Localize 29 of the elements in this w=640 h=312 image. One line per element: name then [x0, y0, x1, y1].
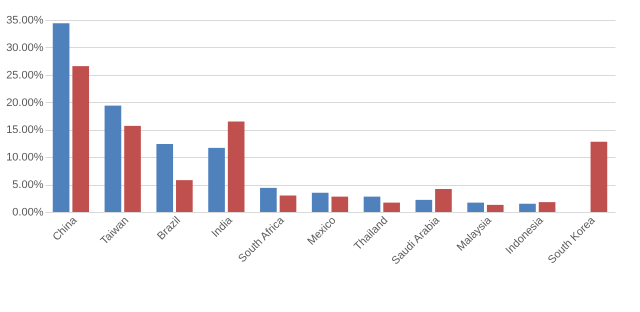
bar — [538, 202, 556, 212]
bar — [416, 200, 432, 212]
y-tick-label: 0.00% — [12, 206, 44, 218]
bar — [176, 180, 193, 212]
bar — [467, 202, 484, 212]
bar — [104, 106, 122, 212]
bar — [383, 202, 400, 212]
bar — [72, 66, 90, 212]
bar — [280, 196, 296, 212]
bar — [228, 121, 244, 212]
bar — [312, 192, 329, 212]
bar — [124, 126, 141, 212]
bar — [486, 204, 504, 212]
y-tick-label: 30.00% — [6, 42, 44, 54]
bar — [435, 188, 452, 212]
y-tick-label: 35.00% — [6, 14, 44, 26]
bar — [208, 148, 225, 212]
bar — [590, 142, 608, 212]
bar — [52, 23, 70, 212]
y-tick-label: 10.00% — [6, 152, 44, 164]
y-tick-label: 25.00% — [6, 69, 44, 82]
bar — [519, 204, 536, 212]
bar — [156, 144, 174, 212]
bar — [331, 196, 348, 212]
bar — [364, 196, 380, 212]
y-tick-label: 15.00% — [6, 124, 44, 136]
bar — [260, 188, 277, 212]
y-tick-label: 5.00% — [12, 179, 44, 192]
y-tick-label: 20.00% — [6, 96, 44, 109]
